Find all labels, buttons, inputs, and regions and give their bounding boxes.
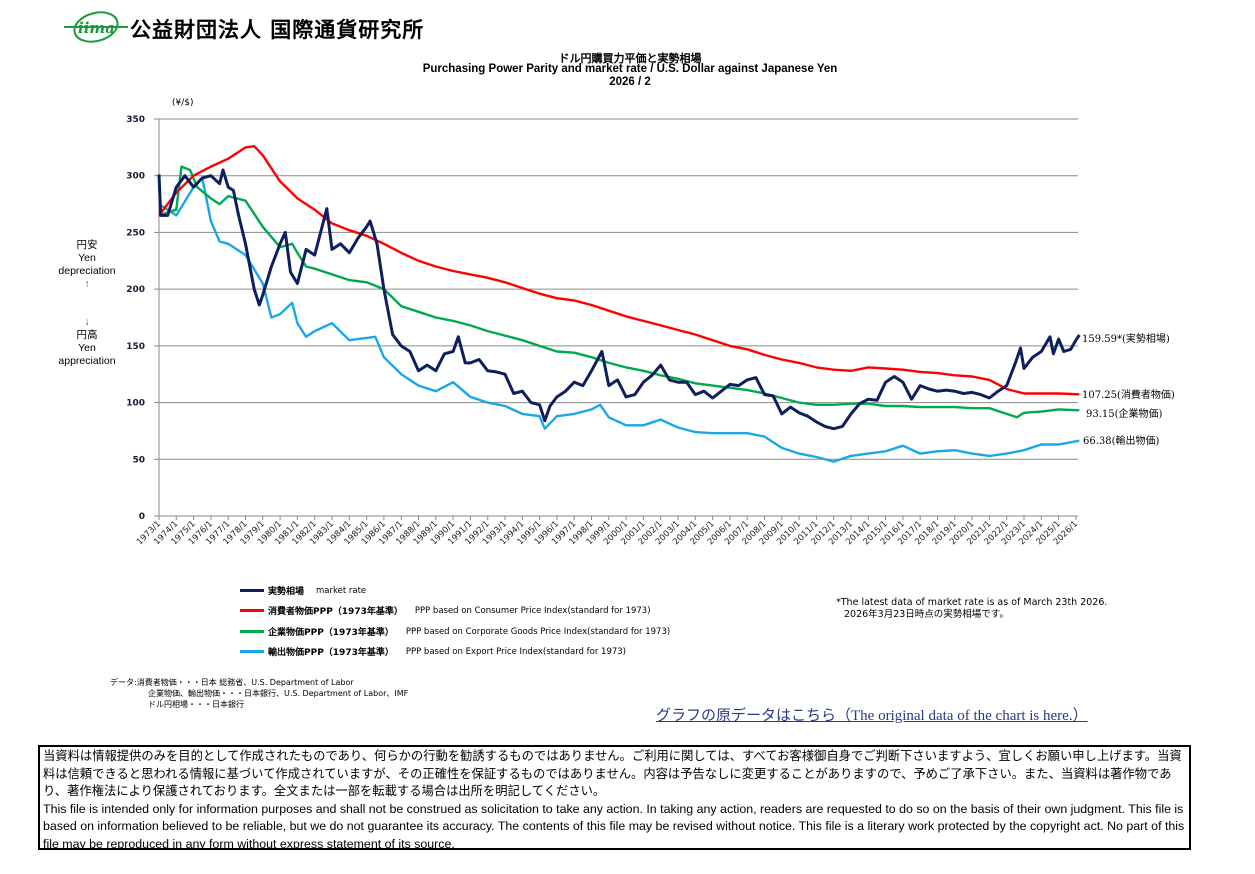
legend-label-en: PPP based on Consumer Price Index(standa… — [414, 605, 651, 616]
series-line-cpi-ppp — [158, 145, 1080, 396]
logo-mark-icon: iima — [64, 11, 128, 43]
source-line: 企業物価、輸出物価・・・日本銀行、U.S. Department of Labo… — [148, 689, 409, 698]
legend-swatch — [240, 630, 264, 633]
source-line: ドル円相場・・・日本銀行 — [148, 700, 244, 709]
legend-item-market-rate: 実勢相場 market rate — [240, 584, 366, 597]
y-tick-label: 0 — [139, 512, 145, 522]
data-sources: データ:消費者物価・・・日本 総務省、U.S. Department of La… — [110, 677, 408, 710]
y-tick-label: 150 — [126, 342, 145, 352]
yen-appreciation-label: ↓ 円高 Yen appreciation — [42, 316, 132, 368]
legend-label-en: PPP based on Corporate Goods Price Index… — [405, 626, 671, 637]
source-line: データ:消費者物価・・・日本 総務省、U.S. Department of La… — [110, 678, 354, 687]
note-ja: 2026年3月23日時点の実勢相場です。 — [844, 609, 1009, 620]
side-label-line: depreciation — [58, 265, 116, 277]
legend-item-export: 輸出物価PPP（1973年基準） PPP based on Export Pri… — [240, 645, 626, 658]
series-line-cgpi-ppp — [158, 165, 1080, 419]
legend-label-ja: 企業物価PPP（1973年基準） — [268, 628, 394, 638]
disclaimer-ja: 当資料は情報提供のみを目的として作成されたものであり、何らかの行動を勧誘するもの… — [43, 749, 1182, 798]
side-label-line: 円高 — [76, 329, 98, 341]
chart-title: Purchasing Power Parity and market rate … — [422, 63, 838, 75]
latest-data-note: *The latest data of market rate is as of… — [836, 597, 1107, 621]
end-label-cgpi: 93.15(企業物価) — [1086, 409, 1163, 420]
side-label-line: appreciation — [58, 355, 116, 367]
legend-label-ja: 輸出物価PPP（1973年基準） — [268, 648, 394, 658]
legend-label-ja: 実勢相場 — [268, 587, 305, 597]
legend-label-en: PPP based on Export Price Index(standard… — [405, 646, 626, 657]
chart-title-ja: ドル円購買力平価と実勢相場 — [558, 53, 702, 65]
disclaimer-box: 当資料は情報提供のみを目的として作成されたものであり、何らかの行動を勧誘するもの… — [38, 745, 1191, 850]
y-tick-label: 50 — [132, 455, 145, 465]
legend-label-ja: 消費者物価PPP（1973年基準） — [268, 607, 403, 617]
end-label-market-rate: 159.59*(実勢相場) — [1082, 334, 1170, 345]
organization-name: 公益財団法人 国際通貨研究所 — [130, 18, 425, 42]
end-label-cpi: 107.25(消費者物価) — [1082, 390, 1175, 401]
end-label-export: 66.38(輸出物価) — [1083, 436, 1160, 447]
side-label-line: 円安 — [76, 239, 98, 251]
legend-item-cgpi: 企業物価PPP（1973年基準） PPP based on Corporate … — [240, 625, 670, 638]
series-line-market-rate — [157, 168, 1081, 431]
note-en: *The latest data of market rate is as of… — [836, 597, 1108, 608]
original-data-link[interactable]: グラフの原データはこちら（The original data of the ch… — [656, 708, 1088, 724]
disclaimer-en: This file is intended only for informati… — [43, 801, 1185, 850]
ppp-line-chart: 0501001502002503003501973/11974/11975/11… — [126, 115, 1081, 547]
legend-swatch — [240, 589, 264, 592]
legend-item-cpi: 消費者物価PPP（1973年基準） PPP based on Consumer … — [240, 604, 651, 617]
side-label-line: Yen — [78, 252, 96, 264]
side-label-line: Yen — [78, 342, 96, 354]
legend-swatch — [240, 650, 264, 653]
legend-swatch — [240, 609, 264, 612]
y-axis-unit: (¥/$) — [172, 98, 194, 108]
y-tick-label: 250 — [126, 228, 145, 238]
y-tick-label: 350 — [126, 115, 145, 125]
svg-text:iima: iima — [78, 19, 115, 37]
legend-label-en: market rate — [316, 585, 367, 596]
yen-depreciation-label: 円安 Yen depreciation ↑ — [42, 239, 132, 291]
arrow-up-icon: ↑ — [84, 278, 90, 290]
arrow-down-icon: ↓ — [84, 316, 90, 328]
y-tick-label: 200 — [126, 285, 145, 295]
y-tick-label: 300 — [126, 172, 145, 182]
chart-subtitle: 2026 / 2 — [609, 76, 651, 88]
logo: iima — [62, 10, 128, 44]
y-tick-label: 100 — [126, 399, 145, 409]
series-line-export-ppp — [158, 176, 1080, 463]
